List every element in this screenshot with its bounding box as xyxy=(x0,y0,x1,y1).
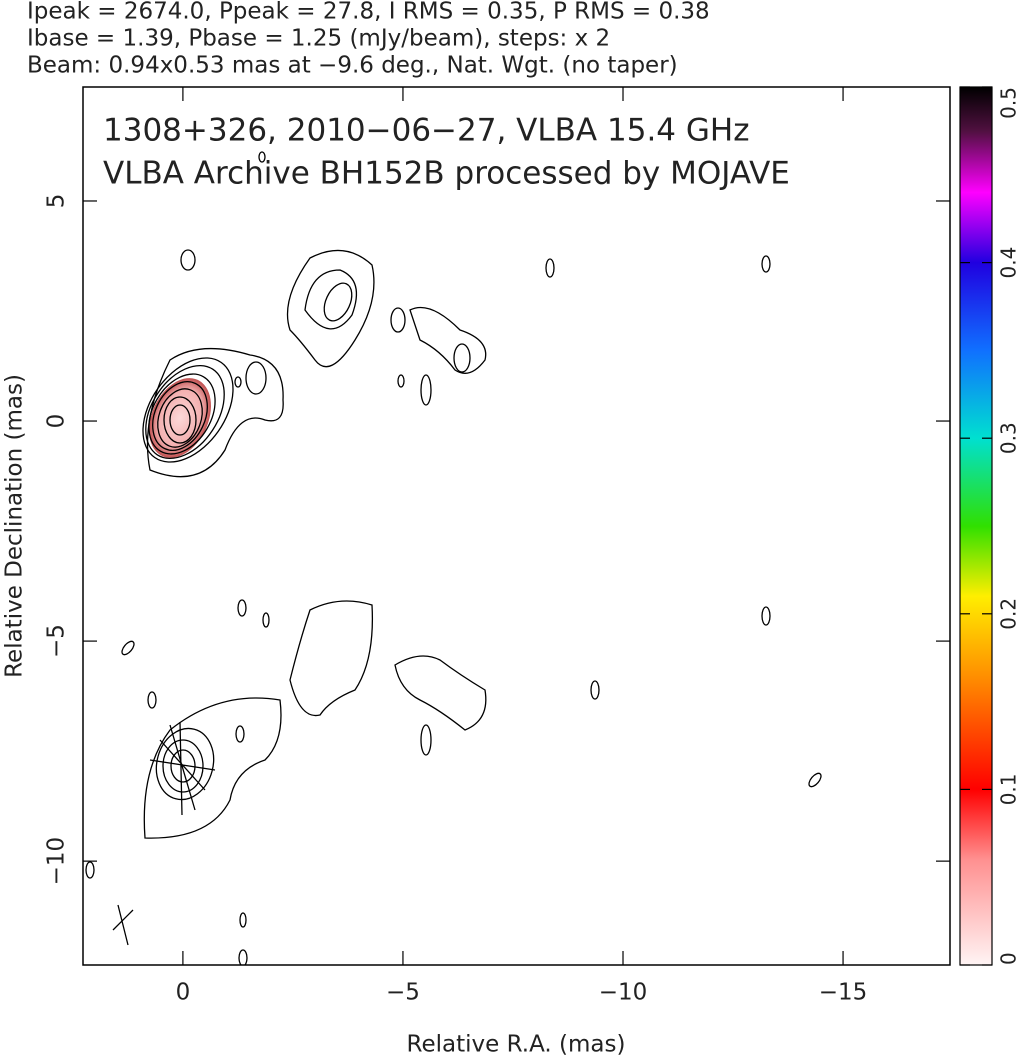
annotation: 1308+326, 2010−06−27, VLBA 15.4 GHz xyxy=(103,113,749,149)
x-tick-label: −5 xyxy=(386,980,420,1006)
colorbar-tick-label: 0.5 xyxy=(997,87,1021,119)
annotation: VLBA Archive BH152B processed by MOJAVE xyxy=(103,156,790,192)
colorbar-tick-label: 0.2 xyxy=(997,598,1021,630)
x-axis-label: Relative R.A. (mas) xyxy=(407,1032,626,1058)
colorbar-tick-label: 0 xyxy=(997,952,1021,965)
y-tick-label: 0 xyxy=(44,414,70,429)
title-line: Beam: 0.94x0.53 mas at −9.6 deg., Nat. W… xyxy=(27,53,678,79)
x-tick-label: −15 xyxy=(819,980,868,1006)
colorbar-tick-label: 0.3 xyxy=(997,422,1021,454)
title-line: Ibase = 1.39, Pbase = 1.25 (mJy/beam), s… xyxy=(27,26,610,52)
plot-frame xyxy=(82,86,951,966)
colorbar-tick-label: 0.1 xyxy=(997,773,1021,805)
contours xyxy=(85,151,822,965)
x-tick-label: 0 xyxy=(176,980,191,1006)
y-tick-label: −10 xyxy=(44,837,70,886)
y-tick-label: 5 xyxy=(44,194,70,209)
colorbar xyxy=(959,86,993,966)
y-axis-label: Relative Declination (mas) xyxy=(2,374,28,678)
x-tick-label: −10 xyxy=(599,980,648,1006)
title-line: Ipeak = 2674.0, Ppeak = 27.8, I RMS = 0.… xyxy=(27,0,710,25)
colorbar-tick-label: 0.4 xyxy=(997,247,1021,279)
y-tick-label: −5 xyxy=(44,624,70,658)
